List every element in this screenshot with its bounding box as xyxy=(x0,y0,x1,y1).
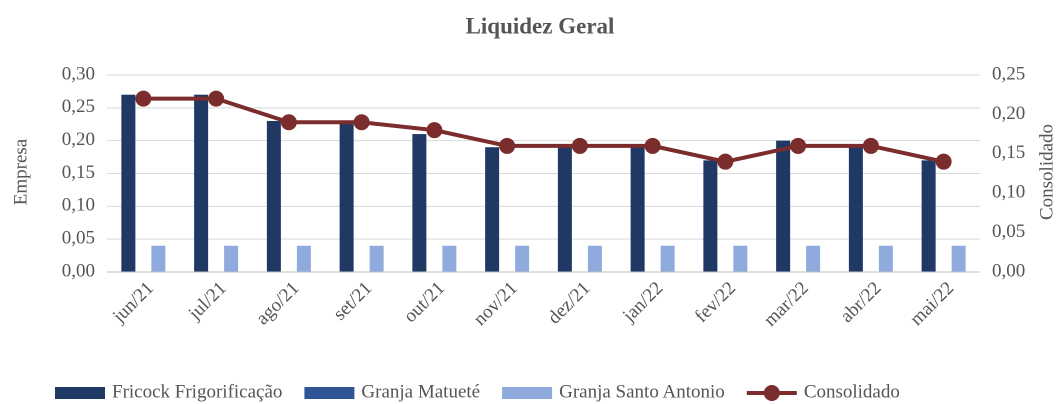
line-marker xyxy=(862,137,879,154)
legend-marker xyxy=(763,385,780,401)
y-tick-label: 0,15 xyxy=(62,162,95,183)
bar xyxy=(703,160,718,272)
bar xyxy=(442,245,457,272)
bar xyxy=(412,134,427,272)
y-tick-label: 0,25 xyxy=(62,96,95,117)
line-marker xyxy=(353,114,370,131)
legend-label: Consolidado xyxy=(804,381,900,402)
bar xyxy=(630,147,645,272)
bar xyxy=(878,245,893,272)
bar xyxy=(296,245,311,272)
line-marker xyxy=(499,137,516,154)
y-tick-label: 0,05 xyxy=(62,228,95,249)
x-tick-label: mai/22 xyxy=(906,278,958,330)
y-tick-label: 0,20 xyxy=(62,129,95,150)
y2-tick-label: 0,10 xyxy=(992,182,1025,203)
legend-swatch xyxy=(502,387,553,399)
bar xyxy=(266,120,281,272)
y-tick-label: 0,00 xyxy=(62,260,95,281)
legend-label: Fricock Frigorificação xyxy=(112,381,282,402)
chart-title: Liquidez Geral xyxy=(466,13,615,38)
line-marker xyxy=(208,90,225,107)
line-marker xyxy=(135,90,152,107)
x-tick-label: dez/21 xyxy=(544,278,595,329)
legend-swatch xyxy=(55,387,105,399)
line-marker xyxy=(644,137,661,154)
bar xyxy=(194,94,209,272)
bar xyxy=(848,147,863,272)
bar xyxy=(151,245,166,272)
y-tick-label: 0,10 xyxy=(62,195,95,216)
x-tick-label: abr/22 xyxy=(836,278,885,327)
y2-tick-label: 0,15 xyxy=(992,142,1025,163)
y2-axis-label: Consolidado xyxy=(1036,124,1057,220)
x-tick-label: mar/22 xyxy=(760,278,813,331)
bar xyxy=(733,245,748,272)
line-marker xyxy=(935,153,952,170)
x-tick-label: nov/21 xyxy=(470,278,522,330)
y2-tick-label: 0,25 xyxy=(992,63,1025,84)
x-tick-label: jan/22 xyxy=(618,278,667,327)
bar xyxy=(515,245,530,272)
x-tick-label: out/21 xyxy=(400,278,449,327)
line-marker xyxy=(571,137,588,154)
y-axis-label: Empresa xyxy=(10,138,31,205)
bar xyxy=(921,160,936,272)
y-tick-label: 0,30 xyxy=(62,63,95,84)
bar xyxy=(485,147,500,272)
bar xyxy=(121,94,136,272)
bar xyxy=(224,245,239,272)
bar xyxy=(660,245,675,272)
bar xyxy=(557,147,572,272)
x-tick-label: fev/22 xyxy=(691,278,740,327)
line xyxy=(143,96,945,164)
legend-swatch xyxy=(304,387,355,399)
bar xyxy=(951,245,966,272)
y2-tick-label: 0,05 xyxy=(992,221,1025,242)
x-tick-label: ago/21 xyxy=(252,278,303,329)
bar xyxy=(806,245,821,272)
y2-tick-label: 0,00 xyxy=(992,260,1025,281)
legend-label: Granja Santo Antonio xyxy=(559,381,725,402)
bar xyxy=(339,120,354,272)
x-tick-label: jun/21 xyxy=(108,278,158,328)
bar xyxy=(587,245,602,272)
y2-tick-label: 0,20 xyxy=(992,103,1025,124)
bar xyxy=(369,245,384,272)
x-tick-label: jul/21 xyxy=(184,278,231,325)
line-marker xyxy=(790,137,807,154)
line-marker xyxy=(717,153,734,170)
bar xyxy=(776,140,791,272)
legend-label: Granja Matueté xyxy=(361,381,480,402)
line-marker xyxy=(426,122,443,139)
line-marker xyxy=(280,114,297,131)
x-tick-label: set/21 xyxy=(329,278,376,325)
